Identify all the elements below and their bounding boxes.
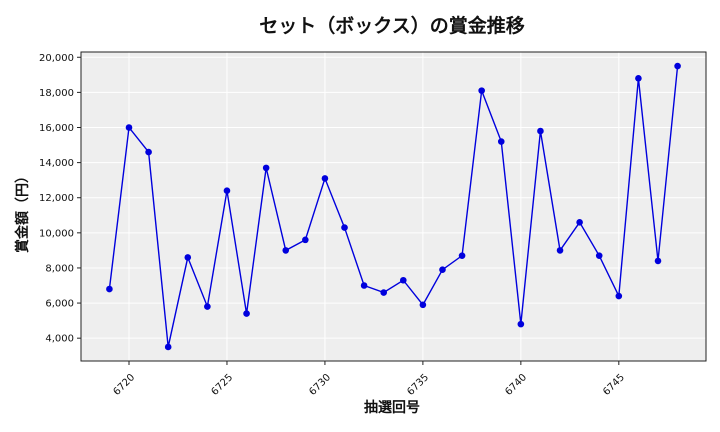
y-tick-label: 10,000: [39, 228, 74, 239]
data-point: [439, 266, 446, 274]
data-point: [164, 343, 172, 351]
y-tick-label: 18,000: [39, 88, 74, 99]
data-point: [576, 219, 583, 226]
plot-area: [81, 52, 706, 361]
y-tick-label: 12,000: [39, 193, 74, 204]
data-point: [674, 62, 681, 70]
data-point: [106, 285, 113, 293]
x-tick-label: 6735: [405, 372, 431, 398]
x-axis-ticks: 6720 6725 6730 6735 6740 6745: [111, 361, 627, 398]
chart-title: セット（ボックス）の賞金推移: [259, 14, 524, 37]
data-point: [360, 282, 368, 289]
x-axis-label: 抽選回号: [364, 399, 420, 416]
x-tick-label: 6740: [503, 372, 529, 398]
y-axis-label: 賞金額（円）: [14, 169, 31, 253]
axes: [80, 51, 707, 362]
data-point: [145, 148, 152, 156]
data-point: [419, 301, 427, 309]
y-axis-ticks: 4,000 6,000 8,000 10,000 12,000 14,000 16,000 1…: [39, 53, 81, 345]
data-point: [537, 127, 544, 135]
y-tick-label: 8,000: [45, 263, 74, 274]
data-point: [380, 289, 388, 296]
data-point: [184, 254, 192, 261]
data-point: [635, 75, 642, 82]
data-point: [204, 303, 211, 310]
x-tick-label: 6730: [307, 372, 333, 398]
data-point: [125, 124, 133, 131]
data-point: [321, 175, 329, 182]
series-line: [108, 65, 679, 348]
data-point: [458, 252, 466, 259]
y-tick-label: 20,000: [39, 53, 74, 64]
data-point: [223, 187, 231, 194]
data-point: [556, 247, 564, 254]
data-point: [654, 257, 662, 265]
data-point: [302, 236, 309, 244]
y-tick-label: 4,000: [45, 334, 74, 345]
data-point: [262, 164, 270, 172]
x-tick-label: 6745: [601, 372, 627, 398]
axes-frame: [80, 51, 707, 362]
data-point: [517, 320, 525, 328]
y-tick-label: 16,000: [39, 123, 74, 134]
y-tick-label: 6,000: [45, 299, 74, 310]
y-tick-label: 14,000: [39, 158, 74, 169]
x-tick-label: 6720: [111, 372, 137, 398]
x-tick-label: 6725: [209, 372, 235, 398]
data-point: [497, 138, 505, 145]
data-point: [282, 247, 290, 254]
data-point: [478, 87, 485, 94]
data-point: [595, 252, 603, 259]
series-group: [106, 62, 681, 351]
data-point: [243, 310, 250, 317]
data-point: [399, 276, 407, 284]
data-point: [615, 292, 623, 300]
data-point: [341, 224, 348, 231]
